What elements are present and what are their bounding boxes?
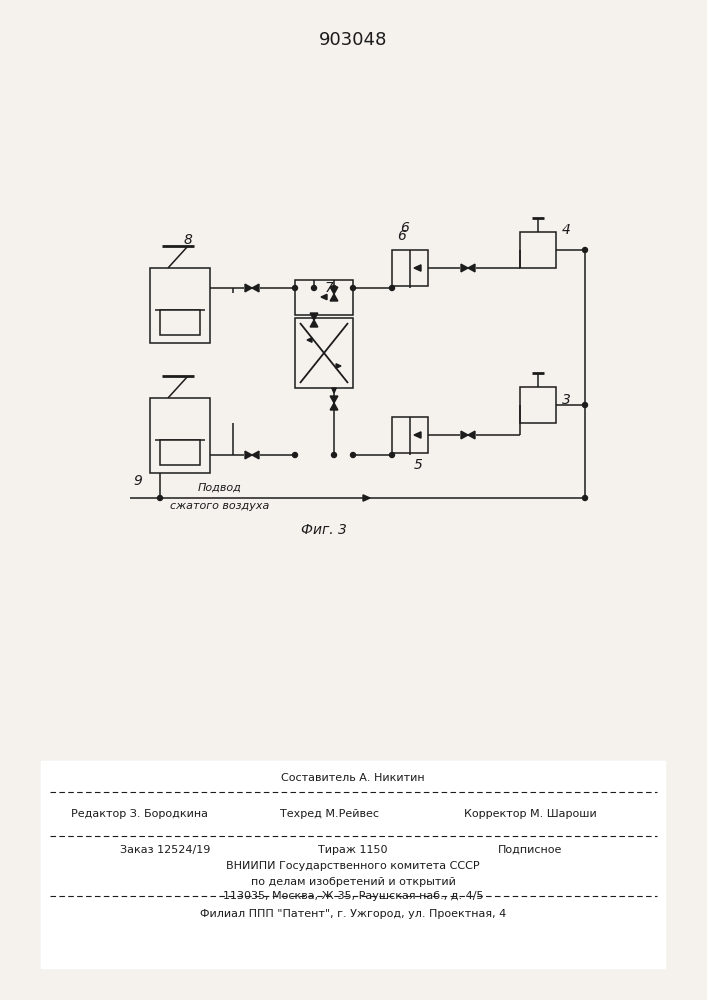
Polygon shape — [252, 284, 259, 292]
Polygon shape — [363, 495, 370, 501]
Bar — [160, 310, 200, 335]
Polygon shape — [468, 431, 475, 439]
Text: Редактор З. Бородкина: Редактор З. Бородкина — [71, 809, 209, 819]
Polygon shape — [321, 294, 327, 300]
Bar — [150, 268, 210, 343]
Circle shape — [390, 452, 395, 458]
Bar — [150, 398, 210, 473]
Text: сжатого воздуха: сжатого воздуха — [170, 501, 269, 511]
Polygon shape — [310, 320, 318, 327]
Bar — [520, 387, 556, 423]
Bar — [40, 760, 667, 970]
Circle shape — [351, 452, 356, 458]
Polygon shape — [461, 431, 468, 439]
Text: Составитель А. Никитин: Составитель А. Никитин — [281, 773, 425, 783]
Text: 6: 6 — [397, 229, 407, 243]
Polygon shape — [414, 265, 421, 271]
Circle shape — [293, 452, 298, 458]
Polygon shape — [461, 264, 468, 272]
Text: 4: 4 — [561, 223, 571, 237]
Bar — [392, 250, 428, 286]
Text: 9: 9 — [134, 474, 142, 488]
Circle shape — [312, 286, 317, 290]
Polygon shape — [330, 287, 338, 294]
Text: 903048: 903048 — [319, 31, 387, 49]
Polygon shape — [468, 264, 475, 272]
Circle shape — [293, 286, 298, 290]
Text: Подписное: Подписное — [498, 845, 562, 855]
Text: 5: 5 — [414, 458, 423, 472]
Polygon shape — [330, 294, 338, 301]
Text: Фиг. 3: Фиг. 3 — [301, 523, 347, 537]
Polygon shape — [336, 364, 341, 368]
Text: 3: 3 — [561, 393, 571, 407]
Circle shape — [332, 286, 337, 290]
Circle shape — [583, 402, 588, 408]
Text: Корректор М. Шароши: Корректор М. Шароши — [464, 809, 597, 819]
Text: 6: 6 — [401, 221, 409, 235]
Text: Заказ 12524/19: Заказ 12524/19 — [120, 845, 211, 855]
Text: 8: 8 — [184, 233, 192, 247]
Text: Подвод: Подвод — [198, 483, 242, 493]
Polygon shape — [330, 396, 338, 403]
Polygon shape — [312, 315, 316, 320]
Text: 113035, Москва, Ж-35, Раушская наб., д. 4/5: 113035, Москва, Ж-35, Раушская наб., д. … — [223, 891, 484, 901]
Polygon shape — [310, 313, 318, 320]
Polygon shape — [245, 451, 252, 459]
Text: по делам изобретений и открытий: по делам изобретений и открытий — [250, 877, 455, 887]
Bar — [295, 280, 353, 315]
Text: Филиал ППП "Патент", г. Ужгород, ул. Проектная, 4: Филиал ППП "Патент", г. Ужгород, ул. Про… — [200, 909, 506, 919]
Bar — [295, 318, 353, 388]
Text: ВНИИПИ Государственного комитета СССР: ВНИИПИ Государственного комитета СССР — [226, 861, 480, 871]
Polygon shape — [245, 284, 252, 292]
Circle shape — [583, 247, 588, 252]
Polygon shape — [307, 338, 312, 342]
Circle shape — [351, 286, 356, 290]
Text: Техред М.Рейвес: Техред М.Рейвес — [281, 809, 380, 819]
Bar — [520, 232, 556, 268]
Text: 7: 7 — [325, 281, 334, 295]
Bar — [392, 417, 428, 453]
Circle shape — [158, 495, 163, 500]
Circle shape — [390, 286, 395, 290]
Circle shape — [583, 495, 588, 500]
Circle shape — [332, 452, 337, 458]
Polygon shape — [332, 388, 337, 393]
Polygon shape — [414, 432, 421, 438]
Polygon shape — [252, 451, 259, 459]
Text: Тираж 1150: Тираж 1150 — [318, 845, 387, 855]
Bar — [160, 440, 200, 465]
Polygon shape — [330, 403, 338, 410]
